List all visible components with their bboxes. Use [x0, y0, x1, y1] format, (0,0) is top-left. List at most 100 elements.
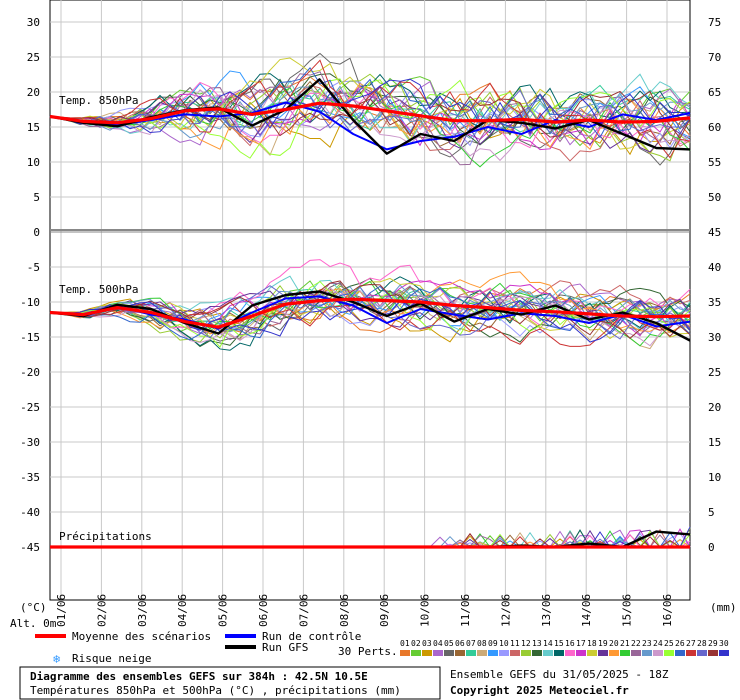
- altitude-label: Alt. 0m: [10, 617, 57, 630]
- left-tick-label: 0: [33, 226, 40, 239]
- pert-number-label: 25: [664, 639, 674, 648]
- date-label: 10/06: [419, 594, 432, 627]
- moyenne-des-sc-narios-t500-line: [49, 297, 691, 329]
- legend-control-label: Run de contrôle: [262, 630, 361, 643]
- right-tick-label: 35: [708, 296, 721, 309]
- pert-29-t500-line: [49, 280, 691, 339]
- pert-number-label: 09: [488, 639, 498, 648]
- date-label: 01/06: [55, 594, 68, 627]
- date-label: 14/06: [580, 594, 593, 627]
- pert-13-t850-line: [49, 73, 691, 146]
- left-tick-label: -35: [20, 471, 40, 484]
- date-label: 11/06: [459, 594, 472, 627]
- pert-number-label: 05: [444, 639, 454, 648]
- right-tick-label: 10: [708, 471, 721, 484]
- right-tick-label: 5: [708, 506, 715, 519]
- pert-color-swatch: [422, 650, 432, 656]
- legend-perts-label: 30 Perts.: [338, 645, 398, 658]
- copyright: Copyright 2025 Meteociel.fr: [450, 684, 629, 697]
- date-label: 05/06: [217, 594, 230, 627]
- pert-color-swatch: [697, 650, 707, 656]
- pert-number-label: 15: [554, 639, 564, 648]
- right-tick-label: 0: [708, 541, 715, 554]
- date-label: 09/06: [378, 594, 391, 627]
- pert-color-swatch: [444, 650, 454, 656]
- pert-30-t850-line: [49, 78, 691, 135]
- pert-color-swatch: [686, 650, 696, 656]
- date-label: 15/06: [621, 594, 634, 627]
- pert-number-label: 29: [708, 639, 718, 648]
- right-unit: (mm): [710, 601, 737, 614]
- pert-color-swatch: [411, 650, 421, 656]
- right-tick-label: 75: [708, 16, 721, 29]
- left-tick-label: -40: [20, 506, 40, 519]
- t850-panel-title: Temp. 850hPa: [59, 94, 138, 107]
- date-label: 03/06: [136, 594, 149, 627]
- left-tick-label: 15: [27, 121, 40, 134]
- chart-title: Diagramme des ensembles GEFS sur 384h : …: [30, 670, 368, 683]
- pert-26-t500-line: [49, 285, 691, 341]
- pert-color-swatch: [433, 650, 443, 656]
- right-tick-label: 60: [708, 121, 721, 134]
- pert-number-label: 07: [466, 639, 476, 648]
- right-tick-label: 20: [708, 401, 721, 414]
- pert-number-label: 01: [400, 639, 410, 648]
- left-tick-label: 30: [27, 16, 40, 29]
- date-label: 16/06: [661, 594, 674, 627]
- title-box: [19, 666, 441, 700]
- pert-number-label: 02: [411, 639, 421, 648]
- left-tick-label: -25: [20, 401, 40, 414]
- pert-number-label: 04: [433, 639, 443, 648]
- moyenne-des-sc-narios-t850-line: [49, 101, 691, 125]
- pert-number-label: 26: [675, 639, 685, 648]
- date-label: 02/06: [95, 594, 108, 627]
- left-tick-label: -15: [20, 331, 40, 344]
- pert-27-t850-line: [49, 59, 691, 159]
- date-label: 07/06: [297, 594, 310, 627]
- pert-number-label: 28: [697, 639, 707, 648]
- pert-number-label: 11: [510, 639, 520, 648]
- pert-20-t500-line: [49, 271, 691, 335]
- pert-number-label: 10: [499, 639, 509, 648]
- run-de-contr-le-t850-line: [49, 101, 691, 151]
- legend-mean-label: Moyenne des scénarios: [72, 630, 211, 643]
- left-tick-label: -5: [27, 261, 40, 274]
- pert-18-t850-line: [49, 57, 691, 155]
- pert-number-label: 16: [565, 639, 575, 648]
- pert-number-label: 18: [587, 639, 597, 648]
- left-unit: (°C): [20, 601, 47, 614]
- pert-16-t850-line: [49, 81, 691, 149]
- pert-15-t500-line: [49, 276, 691, 351]
- pert-number-label: 22: [631, 639, 641, 648]
- pert-color-swatch: [719, 650, 729, 656]
- pert-number-label: 03: [422, 639, 432, 648]
- pert-number-label: 08: [477, 639, 487, 648]
- pert-color-swatch: [609, 650, 619, 656]
- pert-color-swatch: [521, 650, 531, 656]
- pert-color-swatch: [576, 650, 586, 656]
- pert-color-swatch: [620, 650, 630, 656]
- legend-gfs-label: Run GFS: [262, 641, 308, 654]
- pert-03-t850-line: [49, 97, 691, 156]
- snowflake-icon: ❄: [53, 652, 60, 666]
- pert-number-label: 27: [686, 639, 696, 648]
- right-tick-label: 65: [708, 86, 721, 99]
- pert-color-swatch: [554, 650, 564, 656]
- pert-30-t500-line: [49, 290, 691, 343]
- pert-number-label: 21: [620, 639, 630, 648]
- left-tick-label: -10: [20, 296, 40, 309]
- pert-color-swatch: [653, 650, 663, 656]
- pert-color-swatch: [499, 650, 509, 656]
- left-tick-label: 10: [27, 156, 40, 169]
- pert-number-label: 20: [609, 639, 619, 648]
- pert-color-swatch: [664, 650, 674, 656]
- pert-color-swatch: [488, 650, 498, 656]
- pert-color-swatch: [587, 650, 597, 656]
- pert-24-t850-line: [49, 86, 691, 162]
- right-tick-label: 30: [708, 331, 721, 344]
- pert-color-swatch: [466, 650, 476, 656]
- pert-number-label: 24: [653, 639, 663, 648]
- left-tick-label: -45: [20, 541, 40, 554]
- pert-number-label: 14: [543, 639, 553, 648]
- pert-color-swatch: [631, 650, 641, 656]
